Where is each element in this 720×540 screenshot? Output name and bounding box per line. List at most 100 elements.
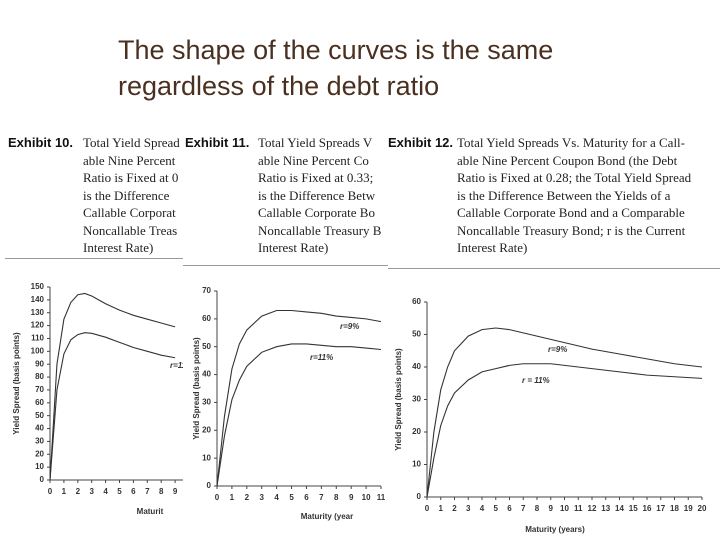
caption-line: Ratio is Fixed at 0.33; <box>258 170 374 185</box>
y-axis-label: Yield Spread (basis points) <box>192 337 201 440</box>
x-tick-label: 9 <box>173 487 178 496</box>
curve-label: r=9% <box>548 345 567 354</box>
caption: Total Yield Spreads V able Nine Percent C… <box>258 134 381 257</box>
x-axis-label: Maturity (years) <box>525 525 585 534</box>
curve <box>216 309 382 487</box>
x-tick-label: 1 <box>62 487 67 496</box>
exhibit-panel: Exhibit 12. Total Yield Spreads Vs. Matur… <box>388 133 720 540</box>
x-tick-label: 17 <box>656 504 665 513</box>
x-tick-label: 5 <box>289 493 294 502</box>
caption-line: Ratio is Fixed at 0 <box>83 170 179 185</box>
caption-line: Total Yield Spreads Vs. Maturity for a C… <box>457 135 685 150</box>
y-tick-label: 60 <box>202 314 211 323</box>
x-tick-label: 9 <box>349 493 354 502</box>
y-tick-label: 50 <box>202 342 211 351</box>
x-tick-label: 0 <box>215 493 220 502</box>
y-tick-label: 30 <box>35 437 44 446</box>
x-tick-label: 18 <box>670 504 679 513</box>
y-tick-label: 40 <box>202 370 211 379</box>
chart: 0 10 20 30 40 50 60 70 0 1 2 3 4 5 6 7 8 9 10 11 Maturity (y… <box>192 286 386 521</box>
x-tick-label: 10 <box>362 493 371 502</box>
x-tick-label: 15 <box>629 504 638 513</box>
x-tick-label: 6 <box>131 487 136 496</box>
y-tick-label: 40 <box>35 424 44 433</box>
x-tick-label: 19 <box>684 504 693 513</box>
x-tick-label: 0 <box>425 504 430 513</box>
x-tick-label: 4 <box>103 487 108 496</box>
x-tick-label: 8 <box>334 493 339 502</box>
caption-line: Interest Rate) <box>457 240 528 255</box>
exhibit-label: Exhibit 12. <box>388 135 454 150</box>
rule <box>183 265 513 266</box>
x-tick-label: 1 <box>439 504 444 513</box>
caption-line: Total Yield Spreads V <box>258 135 373 150</box>
y-axis-label: Yield Spread (basis points) <box>12 332 21 435</box>
y-tick-label: 110 <box>31 334 44 343</box>
x-axis-label: Maturit <box>137 507 164 516</box>
x-tick-label: 12 <box>588 504 597 513</box>
x-tick-label: 2 <box>452 504 457 513</box>
x-tick-label: 9 <box>549 504 554 513</box>
x-tick-label: 4 <box>480 504 485 513</box>
y-tick-label: 50 <box>412 330 421 339</box>
x-tick-label: 10 <box>560 504 569 513</box>
x-tick-label: 2 <box>76 487 81 496</box>
y-tick-label: 10 <box>35 462 44 471</box>
x-tick-label: 16 <box>643 504 652 513</box>
x-tick-label: 14 <box>615 504 624 513</box>
x-tick-label: 3 <box>260 493 265 502</box>
curve-label: r=9% <box>340 322 359 331</box>
caption-line: Noncallable Treasury Bond; r is the Curr… <box>457 222 686 238</box>
y-tick-label: 30 <box>412 395 421 404</box>
y-tick-label: 30 <box>202 398 211 407</box>
slide-title: The shape of the curves is the same rega… <box>118 35 554 101</box>
y-tick-label: 40 <box>412 362 421 371</box>
x-axis-label: Maturity (year <box>301 512 353 521</box>
caption-line: Interest Rate) <box>83 240 154 255</box>
exhibit-label: Exhibit 11. <box>185 135 250 150</box>
exhibit-label: Exhibit 10. <box>8 135 74 150</box>
caption-line: Total Yield Spread <box>83 135 180 150</box>
curve <box>49 292 176 481</box>
x-tick-label: 11 <box>377 493 386 502</box>
curve-label: r=11% <box>170 361 193 370</box>
x-tick-label: 20 <box>698 504 707 513</box>
y-tick-label: 20 <box>202 425 211 434</box>
y-tick-label: 120 <box>31 321 45 330</box>
caption-line: is the Difference Between the Yields of … <box>457 187 671 203</box>
caption-line: is the Difference Betw <box>258 187 376 203</box>
caption-line: Callable Corporate Bo <box>258 205 375 220</box>
y-tick-label: 60 <box>412 297 421 306</box>
curve <box>216 343 382 487</box>
y-tick-label: 10 <box>412 460 421 469</box>
y-tick-label: 80 <box>35 372 44 381</box>
y-tick-label: 10 <box>202 453 211 462</box>
caption: Total Yield Spreads Vs. Maturity for a C… <box>457 134 691 257</box>
x-tick-label: 6 <box>507 504 512 513</box>
x-tick-label: 6 <box>304 493 309 502</box>
x-tick-label: 7 <box>319 493 324 502</box>
y-tick-label: 60 <box>35 398 44 407</box>
y-tick-label: 0 <box>207 481 212 490</box>
curve-label: r=11% <box>310 353 333 362</box>
y-tick-label: 0 <box>417 492 422 501</box>
rule <box>5 258 335 259</box>
y-axis-label: Yield Spread (basis points) <box>394 348 403 451</box>
caption-line: Noncallable Treas <box>83 222 178 238</box>
y-tick-label: 50 <box>35 411 44 420</box>
x-tick-label: 11 <box>574 504 583 513</box>
curve <box>426 327 703 498</box>
caption: Total Yield Spread able Nine Percent Ratio… <box>83 134 180 257</box>
x-tick-label: 0 <box>48 487 53 496</box>
x-tick-label: 4 <box>274 493 279 502</box>
x-tick-label: 5 <box>117 487 122 496</box>
rule <box>388 268 720 269</box>
caption-line: is the Difference <box>83 187 170 203</box>
caption-line: able Nine Percent Coupon Bond (the Debt <box>457 152 678 168</box>
x-tick-label: 2 <box>245 493 250 502</box>
caption-line: Ratio is Fixed at 0.28; the Total Yield … <box>457 170 692 185</box>
caption-line: Noncallable Treasury B <box>258 222 382 238</box>
curve-label: r = 11% <box>522 376 550 385</box>
